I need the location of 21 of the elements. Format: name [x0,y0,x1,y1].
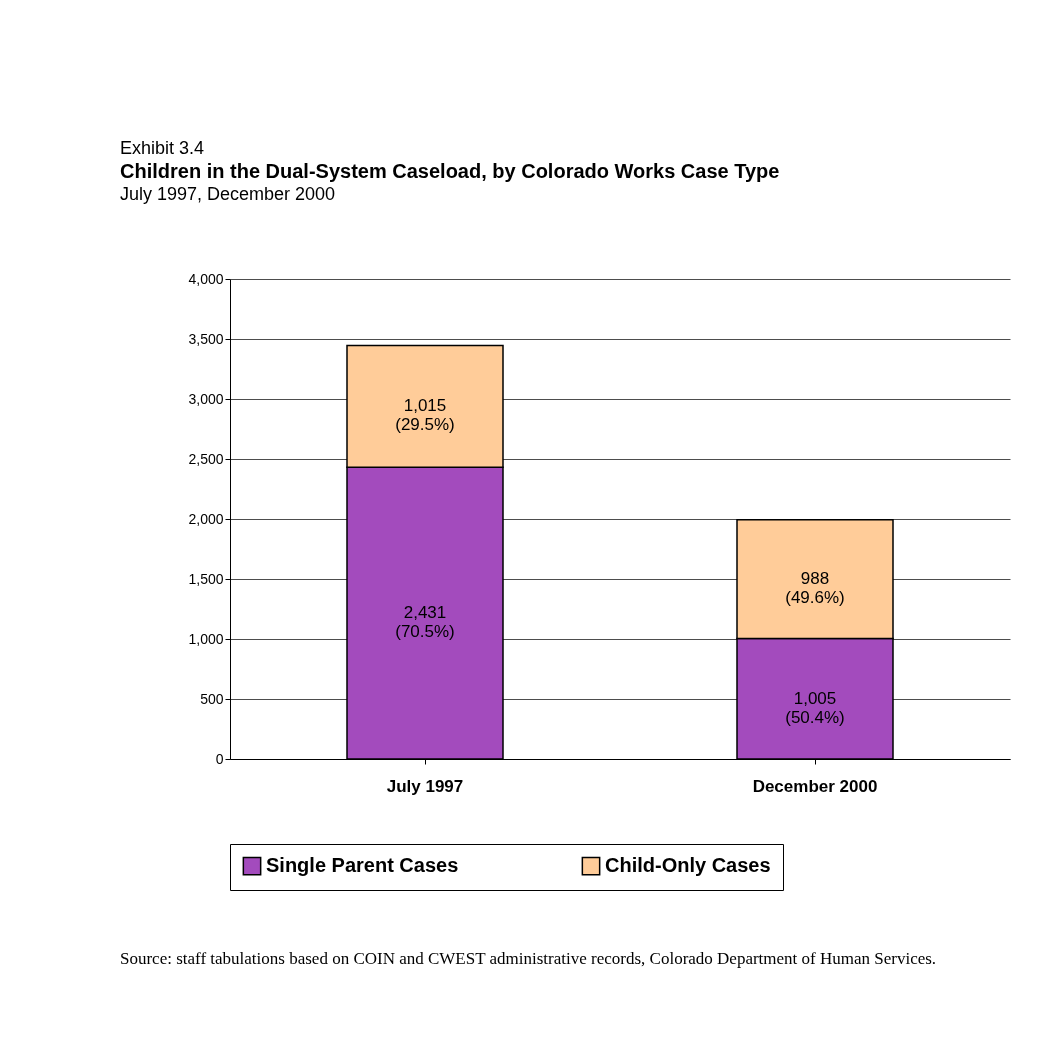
data-label: 2,431 (70.5%) [395,603,455,642]
data-label: 1,015 (29.5%) [395,396,455,435]
x-tick-label: July 1997 [386,776,464,796]
source-note: Source: staff tabulations based on COIN and CWEST administrative records, Colorado Department of Human Services. [120,949,937,968]
y-tick-label: 2,500 [188,450,224,467]
data-label: 988 (49.6%) [785,569,845,608]
y-tick-label: 3,000 [188,390,224,407]
y-tick-label: 2,000 [188,510,224,527]
legend-label: Single Parent Cases [266,854,459,877]
y-tick-label: 1,000 [188,630,224,647]
text: Exhibit 3.4 [120,138,205,158]
chart-title: Children in the Dual-System Caseload, by Colorado Works Case Type [120,160,780,182]
y-tick-label: 3,500 [188,330,224,347]
y-tick-label: 1,500 [188,570,224,587]
y-tick-label: 500 [200,690,224,707]
y-tick-label: 4,000 [188,270,224,287]
y-tick-label: 0 [215,750,224,767]
x-tick-label: December 2000 [752,776,878,796]
legend-label: Child-Only Cases [605,854,771,877]
data-label: 1,005 (50.4%) [785,688,845,727]
chart-subtitle: July 1997, December 2000 [120,184,336,204]
